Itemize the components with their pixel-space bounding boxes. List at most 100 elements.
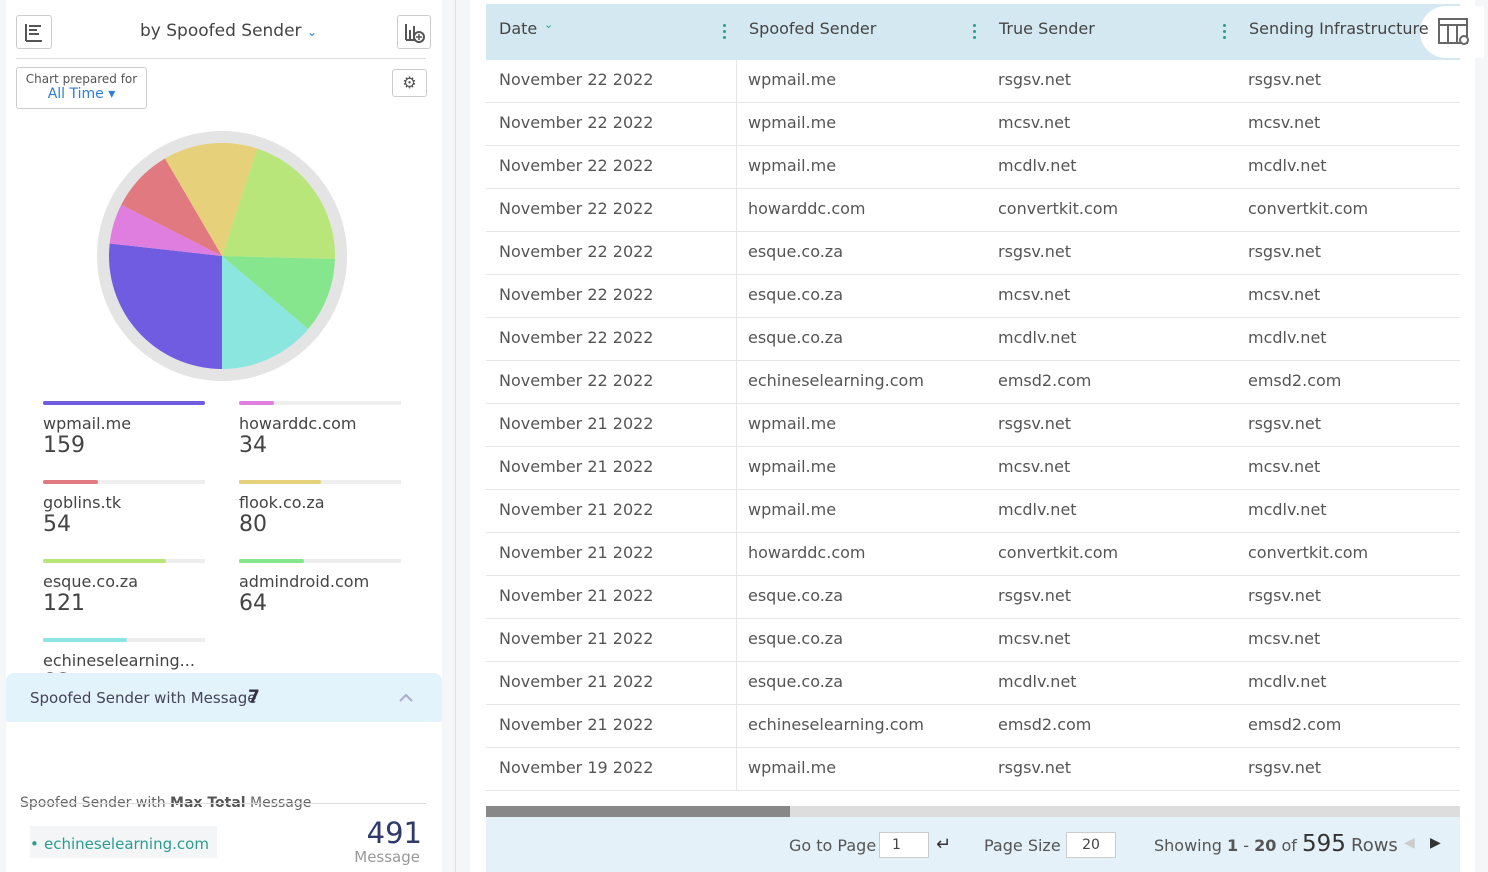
table-cell: mcdlv.net (1248, 156, 1327, 175)
column-divider (736, 146, 737, 189)
table-cell: mcdlv.net (1248, 500, 1327, 519)
table-cell: emsd2.com (998, 715, 1092, 734)
table-cell: November 22 2022 (499, 285, 654, 304)
prev-page[interactable]: ◀ (1404, 835, 1415, 851)
table-cell: rsgsv.net (998, 586, 1071, 605)
summary-count: 7 (248, 687, 260, 707)
showing-from: 1 (1227, 836, 1239, 855)
column-divider (736, 705, 737, 748)
table-row: November 22 2022 esque.co.za mcdlv.net mcdl… (486, 318, 1460, 361)
table-cell: rsgsv.net (998, 70, 1071, 89)
group-by-label: by Spoofed Sender (140, 21, 302, 41)
column-menu (1223, 36, 1226, 39)
column-settings[interactable] (1420, 6, 1484, 58)
table-cell: wpmail.me (748, 500, 837, 519)
table-cell: November 21 2022 (499, 629, 654, 648)
column-menu (1223, 24, 1226, 27)
table-cell: November 22 2022 (499, 156, 654, 175)
table-cell: November 21 2022 (499, 586, 654, 605)
go-button[interactable]: ↵ (936, 834, 952, 855)
separator (455, 0, 456, 872)
table-cell: emsd2.com (1248, 371, 1342, 390)
column-divider (736, 404, 737, 447)
legend-label: goblins.tk (43, 493, 122, 512)
showing-sep: - (1243, 836, 1250, 855)
column-divider (736, 576, 737, 619)
table-cell: echineselearning.com (748, 371, 924, 390)
table-cell: wpmail.me (748, 70, 837, 89)
group-by[interactable]: by Spoofed Sender ⌄ (140, 21, 318, 41)
table-cell: convertkit.com (1248, 199, 1369, 218)
settings[interactable]: ⚙ (392, 69, 427, 97)
pie-slice (222, 256, 335, 330)
date-range[interactable]: Chart prepared for All Time ▾ (16, 67, 147, 109)
table-row: November 21 2022 esque.co.za mcdlv.net mcdl… (486, 662, 1460, 705)
table-cell: howarddc.com (748, 543, 866, 562)
column-divider (736, 662, 737, 705)
legend-value: 159 (43, 433, 85, 458)
page-input[interactable] (879, 832, 929, 858)
max-sender[interactable]: • echineselearning.com (30, 826, 217, 858)
column-menu (723, 36, 726, 39)
column-header: Date (499, 19, 538, 38)
legend-bar (43, 401, 205, 405)
showing-to: 20 (1254, 836, 1277, 855)
pie-slice (222, 256, 309, 369)
table-cell: esque.co.za (748, 672, 843, 691)
page-size-input[interactable] (1066, 832, 1116, 858)
table-cell: November 21 2022 (499, 414, 654, 433)
table-row: November 22 2022 echineselearning.com emsd… (486, 361, 1460, 404)
table-row: November 22 2022 wpmail.me rsgsv.net rsgsv.… (486, 60, 1460, 103)
table-cell: mcsv.net (998, 629, 1071, 648)
legend-label: flook.co.za (239, 493, 325, 512)
table-cell: November 21 2022 (499, 500, 654, 519)
legend-bar (239, 480, 321, 484)
table-row: November 21 2022 echineselearning.com emsd… (486, 705, 1460, 748)
table-cell: mcdlv.net (998, 500, 1077, 519)
legend-value: 121 (43, 591, 85, 616)
add-chart[interactable] (397, 15, 431, 49)
table-cell: wpmail.me (748, 156, 837, 175)
max-value: 491 (366, 816, 422, 850)
column-menu (1223, 30, 1226, 33)
column-menu (723, 24, 726, 27)
column-divider (736, 60, 737, 103)
table-cell: wpmail.me (748, 758, 837, 777)
legend-track (43, 480, 205, 484)
divider (16, 58, 426, 59)
pagination: Go to Page ↵ Page Size Showing 1 - 20 of… (486, 817, 1460, 872)
showing: Showing 1 - 20 of 595 Rows (1154, 831, 1398, 857)
column-divider (736, 361, 737, 404)
table-cell: mcdlv.net (998, 156, 1077, 175)
legend-bar (43, 480, 99, 484)
view-toggle[interactable] (16, 15, 52, 49)
scrollbar[interactable] (486, 806, 1460, 817)
table-row: November 22 2022 wpmail.me mcdlv.net mcdlv.… (486, 146, 1460, 189)
table-cell: echineselearning.com (748, 715, 924, 734)
max-unit: Message (354, 848, 420, 866)
table-cell: mcsv.net (998, 113, 1071, 132)
table-cell: mcdlv.net (998, 328, 1077, 347)
table-cell: convertkit.com (1248, 543, 1369, 562)
table-cell: convertkit.com (998, 199, 1119, 218)
legend-bar (43, 638, 127, 642)
legend-bar (43, 559, 167, 563)
legend-label: howarddc.com (239, 414, 357, 433)
column-divider (736, 275, 737, 318)
left-panel: by Spoofed Sender ⌄ Chart prepared for A… (6, 0, 442, 872)
table-cell: rsgsv.net (1248, 242, 1321, 261)
column-divider (736, 103, 737, 146)
scroll-thumb[interactable] (486, 806, 790, 817)
legend-track (239, 559, 401, 563)
table-cell: rsgsv.net (1248, 758, 1321, 777)
max-sender-name: echineselearning.com (44, 835, 209, 853)
pie-slice (108, 243, 222, 369)
summary-bar[interactable]: Spoofed Sender with Message 7 (6, 673, 442, 722)
table-cell: mcdlv.net (998, 672, 1077, 691)
column-divider (736, 748, 737, 791)
showing-rows: Rows (1351, 835, 1398, 856)
table-cell: November 22 2022 (499, 113, 654, 132)
next-page[interactable]: ▶ (1430, 835, 1441, 851)
legend-label: admindroid.com (239, 572, 370, 591)
table-row: November 22 2022 wpmail.me mcsv.net mcsv.ne… (486, 103, 1460, 146)
